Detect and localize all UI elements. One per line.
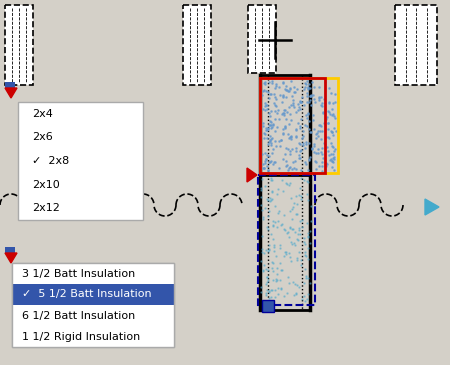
Bar (5, 5, 33, 85)
Polygon shape (5, 88, 17, 98)
Text: 2x4: 2x4 (32, 109, 53, 119)
Text: 1 1/2 Rigid Insulation: 1 1/2 Rigid Insulation (22, 331, 140, 342)
Text: 2x12: 2x12 (32, 203, 60, 213)
Polygon shape (247, 168, 257, 182)
Bar (12, 263, 174, 347)
Bar (395, 5, 437, 85)
Polygon shape (425, 199, 439, 215)
Text: ✓  5 1/2 Batt Insulation: ✓ 5 1/2 Batt Insulation (22, 289, 152, 300)
Bar (12, 263, 174, 284)
Bar (5, 82, 15, 88)
Bar (12, 263, 174, 347)
Text: ✓  2x8: ✓ 2x8 (32, 156, 69, 166)
Bar (12, 305, 174, 326)
Bar (248, 5, 276, 73)
Bar (12, 284, 174, 305)
Text: 2x10: 2x10 (32, 180, 60, 189)
Text: 6 1/2 Batt Insulation: 6 1/2 Batt Insulation (22, 311, 135, 320)
Text: 2x6: 2x6 (32, 132, 53, 142)
Bar (260, 78, 338, 173)
Bar (260, 78, 325, 173)
Bar (5, 247, 15, 253)
Bar (12, 326, 174, 347)
Bar (258, 175, 315, 305)
Bar (18, 102, 143, 220)
Bar (183, 5, 211, 85)
Polygon shape (5, 253, 17, 263)
Bar (262, 300, 274, 312)
Text: 3 1/2 Batt Insulation: 3 1/2 Batt Insulation (22, 269, 135, 278)
